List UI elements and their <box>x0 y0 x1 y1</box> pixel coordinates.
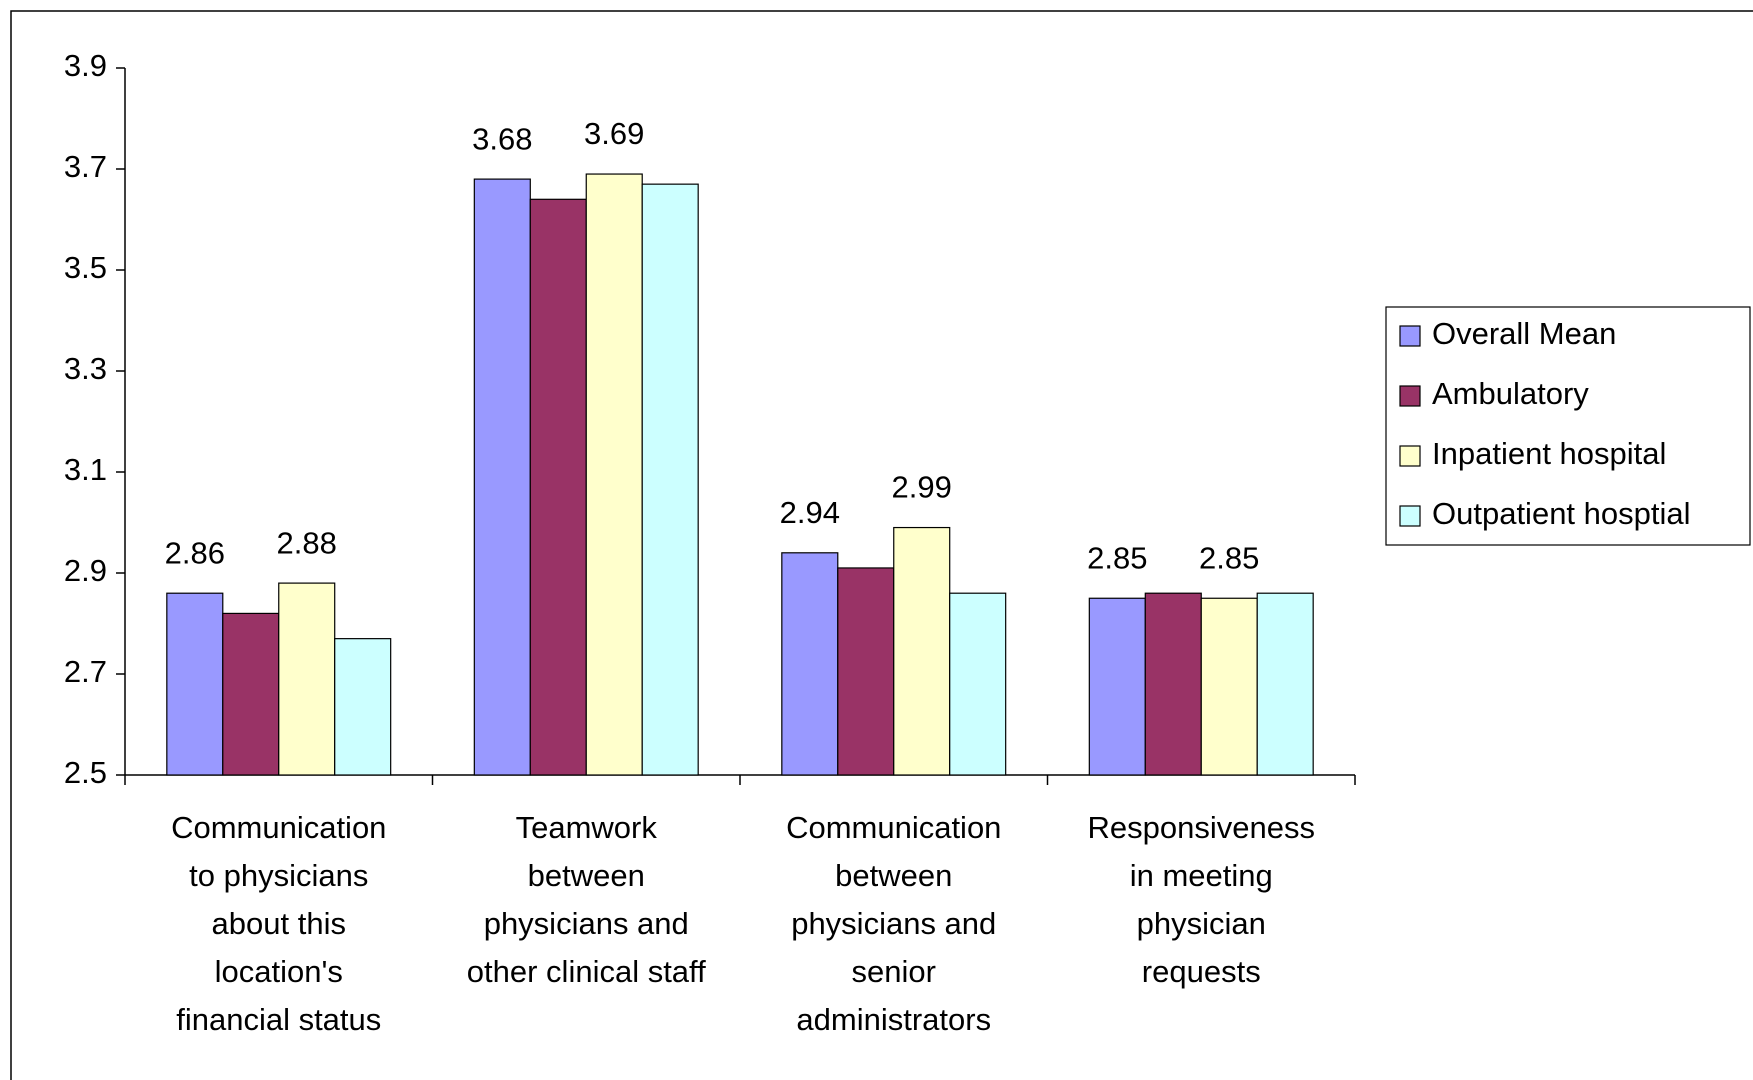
bar <box>166 592 224 776</box>
bar <box>278 582 336 776</box>
y-tick-label: 2.9 <box>64 553 107 588</box>
chart-frame <box>10 10 1753 1080</box>
bar <box>529 198 587 776</box>
legend-label: Inpatient hospital <box>1432 436 1666 471</box>
bar <box>222 612 280 776</box>
bar <box>641 183 699 776</box>
data-label: 2.85 <box>1199 540 1259 575</box>
bar <box>334 638 392 776</box>
legend-label: Overall Mean <box>1432 316 1616 351</box>
x-tick-label: Communication between physicians and sen… <box>786 810 1002 1037</box>
y-tick-label: 2.5 <box>64 755 107 790</box>
data-label: 3.68 <box>472 121 532 156</box>
legend-swatch <box>1399 445 1421 467</box>
y-tick-label: 2.7 <box>64 654 107 689</box>
y-tick-label: 3.3 <box>64 351 107 386</box>
bar <box>1088 597 1146 776</box>
bar <box>473 178 531 776</box>
legend-box <box>1385 306 1751 546</box>
data-label: 2.85 <box>1087 540 1147 575</box>
data-label: 2.94 <box>780 495 840 530</box>
x-tick-label: Communication to physicians about this l… <box>171 810 387 1037</box>
y-tick-label: 3.1 <box>64 452 107 487</box>
data-label: 2.88 <box>277 525 337 560</box>
x-tick-label: Responsiveness in meeting physician requ… <box>1087 810 1315 989</box>
legend-swatch <box>1399 385 1421 407</box>
legend-swatch <box>1399 325 1421 347</box>
bar <box>781 552 839 776</box>
data-label: 2.99 <box>892 470 952 505</box>
y-tick-label: 3.9 <box>64 48 107 83</box>
bar <box>837 567 895 776</box>
y-tick-label: 3.7 <box>64 149 107 184</box>
legend-label: Ambulatory <box>1432 376 1589 411</box>
data-label: 3.69 <box>584 116 644 151</box>
legend-swatch <box>1399 505 1421 527</box>
x-tick-label: Teamwork between physicians and other cl… <box>466 810 706 989</box>
bar <box>1144 592 1202 776</box>
bar <box>1200 597 1258 776</box>
bar <box>1256 592 1314 776</box>
data-label: 2.86 <box>165 535 225 570</box>
bar <box>585 173 643 776</box>
bar <box>893 526 951 776</box>
legend-label: Outpatient hosptial <box>1432 496 1691 531</box>
y-tick-label: 3.5 <box>64 250 107 285</box>
bar <box>949 592 1007 776</box>
